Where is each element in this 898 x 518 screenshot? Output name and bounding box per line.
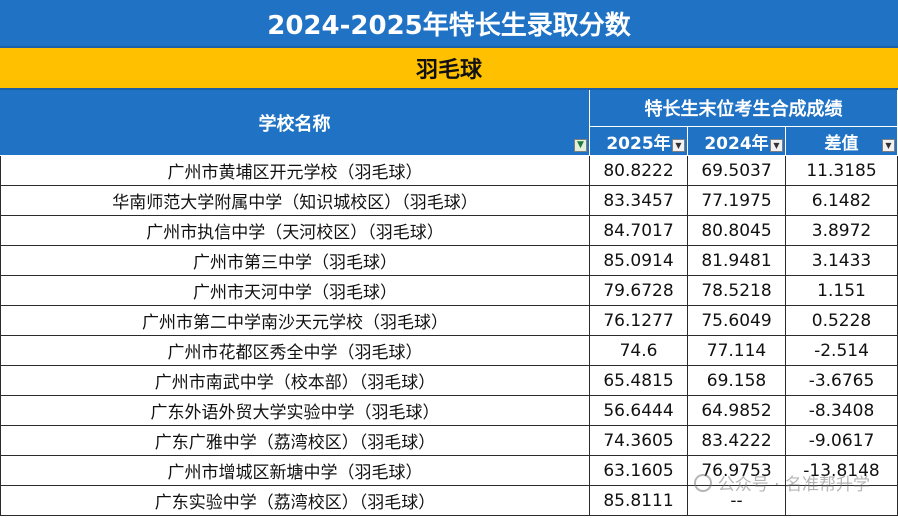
cell-diff[interactable]: 0.5228: [786, 306, 898, 335]
cell-school[interactable]: 广州市黄埔区开元学校（羽毛球）: [0, 156, 590, 185]
table-row: 广东广雅中学（荔湾校区）（羽毛球） 74.3605 83.4222 -9.061…: [0, 426, 898, 456]
cell-2025[interactable]: 83.3457: [590, 186, 688, 215]
cell-2025[interactable]: 56.6444: [590, 396, 688, 425]
cell-2025[interactable]: 80.8222: [590, 156, 688, 185]
cell-2025[interactable]: 63.1605: [590, 456, 688, 485]
cell-2025[interactable]: 84.7017: [590, 216, 688, 245]
cell-diff[interactable]: 3.1433: [786, 246, 898, 275]
cell-diff[interactable]: 6.1482: [786, 186, 898, 215]
watermark-text: 公众号 · 名准帮升学: [717, 475, 870, 495]
cell-2024[interactable]: 69.5037: [688, 156, 786, 185]
filter-dropdown-icon[interactable]: ▼: [574, 139, 587, 152]
cell-school[interactable]: 广州市增城区新塘中学（羽毛球）: [0, 456, 590, 485]
cell-2024[interactable]: 80.8045: [688, 216, 786, 245]
cell-school[interactable]: 广东广雅中学（荔湾校区）（羽毛球）: [0, 426, 590, 455]
cell-2025[interactable]: 65.4815: [590, 366, 688, 395]
header-2025: 2025年 ▼: [590, 127, 688, 156]
table-row: 广州市黄埔区开元学校（羽毛球） 80.8222 69.5037 11.3185: [0, 156, 898, 186]
header-score-group: 特长生末位考生合成成绩: [590, 90, 898, 127]
wechat-logo-icon: [693, 473, 712, 492]
cell-school[interactable]: 广州市花都区秀全中学（羽毛球）: [0, 336, 590, 365]
filter-dropdown-icon[interactable]: ▼: [672, 139, 685, 152]
cell-2025[interactable]: 74.6: [590, 336, 688, 365]
cell-2024[interactable]: 77.114: [688, 336, 786, 365]
table-row: 广州市南武中学（校本部）（羽毛球） 65.4815 69.158 -3.6765: [0, 366, 898, 396]
cell-school[interactable]: 广东实验中学（荔湾校区）（羽毛球）: [0, 486, 590, 515]
header-diff-label: 差值: [824, 133, 859, 154]
cell-diff[interactable]: -9.0617: [786, 426, 898, 455]
table-body: 广州市黄埔区开元学校（羽毛球） 80.8222 69.5037 11.3185 …: [0, 156, 898, 516]
cell-diff[interactable]: 3.8972: [786, 216, 898, 245]
header-2025-label: 2025年: [606, 133, 671, 154]
table-row: 广州市执信中学（天河校区）（羽毛球） 84.7017 80.8045 3.897…: [0, 216, 898, 246]
cell-school[interactable]: 广州市南武中学（校本部）（羽毛球）: [0, 366, 590, 395]
header-school: 学校名称 ▼: [0, 90, 590, 156]
header-2024: 2024年 ▼: [688, 127, 786, 156]
cell-diff[interactable]: 1.151: [786, 276, 898, 305]
cell-2024[interactable]: 78.5218: [688, 276, 786, 305]
cell-diff[interactable]: -3.6765: [786, 366, 898, 395]
table-row: 华南师范大学附属中学（知识城校区）（羽毛球） 83.3457 77.1975 6…: [0, 186, 898, 216]
cell-2024[interactable]: 81.9481: [688, 246, 786, 275]
cell-2024[interactable]: 83.4222: [688, 426, 786, 455]
table-row: 广州市天河中学（羽毛球） 79.6728 78.5218 1.151: [0, 276, 898, 306]
table-row: 广州市第三中学（羽毛球） 85.0914 81.9481 3.1433: [0, 246, 898, 276]
header-school-label: 学校名称: [258, 113, 331, 135]
cell-diff[interactable]: -8.3408: [786, 396, 898, 425]
cell-2025[interactable]: 74.3605: [590, 426, 688, 455]
cell-school[interactable]: 广州市天河中学（羽毛球）: [0, 276, 590, 305]
cell-2025[interactable]: 79.6728: [590, 276, 688, 305]
table-row: 广东实验中学（荔湾校区）（羽毛球） 85.8111 --: [0, 486, 898, 516]
cell-school[interactable]: 广州市执信中学（天河校区）（羽毛球）: [0, 216, 590, 245]
filter-dropdown-icon[interactable]: ▼: [882, 139, 895, 152]
header-2024-label: 2024年: [704, 133, 769, 154]
cell-2024[interactable]: 69.158: [688, 366, 786, 395]
cell-school[interactable]: 广州市第三中学（羽毛球）: [0, 246, 590, 275]
cell-school[interactable]: 广东外语外贸大学实验中学（羽毛球）: [0, 396, 590, 425]
cell-2024[interactable]: 75.6049: [688, 306, 786, 335]
sport-subtitle: 羽毛球: [0, 46, 898, 90]
cell-school[interactable]: 华南师范大学附属中学（知识城校区）（羽毛球）: [0, 186, 590, 215]
cell-2025[interactable]: 85.8111: [590, 486, 688, 515]
cell-diff[interactable]: -2.514: [786, 336, 898, 365]
table-row: 广州市增城区新塘中学（羽毛球） 63.1605 76.9753 -13.8148: [0, 456, 898, 486]
cell-2024[interactable]: 64.9852: [688, 396, 786, 425]
cell-2024[interactable]: 77.1975: [688, 186, 786, 215]
cell-2024[interactable]: --: [688, 486, 786, 515]
table-row: 广州市花都区秀全中学（羽毛球） 74.6 77.114 -2.514: [0, 336, 898, 366]
cell-2025[interactable]: 76.1277: [590, 306, 688, 335]
table-row: 广州市第二中学南沙天元学校（羽毛球） 76.1277 75.6049 0.522…: [0, 306, 898, 336]
header-diff: 差值 ▼: [786, 127, 898, 156]
cell-2024[interactable]: 76.9753: [688, 456, 786, 485]
page-title: 2024-2025年特长生录取分数: [0, 0, 898, 46]
table-row: 广东外语外贸大学实验中学（羽毛球） 56.6444 64.9852 -8.340…: [0, 396, 898, 426]
filter-dropdown-icon[interactable]: ▼: [770, 139, 783, 152]
watermark: 公众号 · 名准帮升学: [693, 470, 870, 495]
cell-diff[interactable]: 11.3185: [786, 156, 898, 185]
cell-school[interactable]: 广州市第二中学南沙天元学校（羽毛球）: [0, 306, 590, 335]
cell-2025[interactable]: 85.0914: [590, 246, 688, 275]
